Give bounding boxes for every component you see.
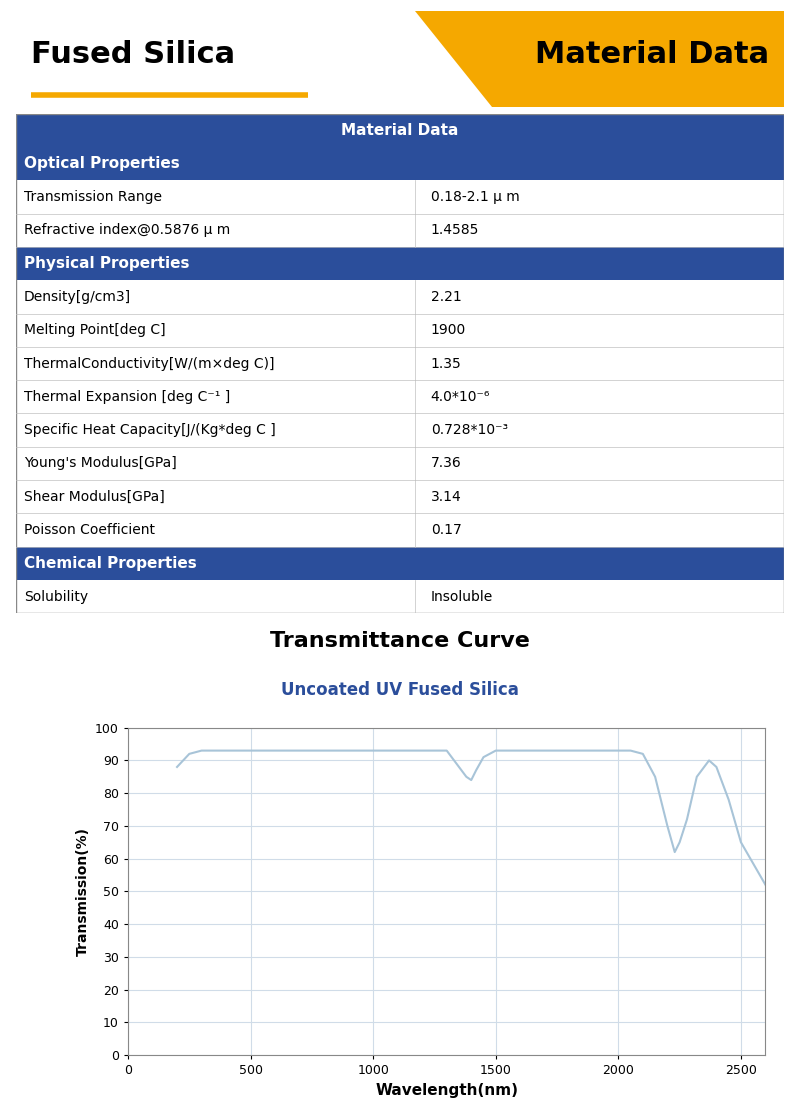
FancyBboxPatch shape bbox=[16, 147, 784, 180]
Text: ThermalConductivity[W/(m×deg C)]: ThermalConductivity[W/(m×deg C)] bbox=[24, 356, 274, 370]
Text: 1.35: 1.35 bbox=[430, 356, 462, 370]
Text: 7.36: 7.36 bbox=[430, 456, 462, 470]
Text: Insoluble: Insoluble bbox=[430, 590, 493, 603]
Text: Refractive index@0.5876 μ m: Refractive index@0.5876 μ m bbox=[24, 223, 230, 237]
Text: Transmission Range: Transmission Range bbox=[24, 190, 162, 204]
Text: Density[g/cm3]: Density[g/cm3] bbox=[24, 290, 131, 304]
FancyBboxPatch shape bbox=[16, 347, 784, 380]
Text: Specific Heat Capacity[J/(Kg*deg C ]: Specific Heat Capacity[J/(Kg*deg C ] bbox=[24, 423, 275, 437]
Text: Fused Silica: Fused Silica bbox=[31, 40, 235, 68]
FancyBboxPatch shape bbox=[16, 546, 784, 580]
Text: Chemical Properties: Chemical Properties bbox=[24, 556, 197, 570]
Text: Shear Modulus[GPa]: Shear Modulus[GPa] bbox=[24, 490, 165, 503]
FancyBboxPatch shape bbox=[16, 213, 784, 247]
FancyBboxPatch shape bbox=[16, 447, 784, 480]
Polygon shape bbox=[415, 11, 784, 107]
Text: 2.21: 2.21 bbox=[430, 290, 462, 304]
FancyBboxPatch shape bbox=[16, 180, 784, 213]
Text: 0.18-2.1 μ m: 0.18-2.1 μ m bbox=[430, 190, 519, 204]
FancyBboxPatch shape bbox=[16, 580, 784, 613]
FancyBboxPatch shape bbox=[16, 313, 784, 347]
Text: Uncoated UV Fused Silica: Uncoated UV Fused Silica bbox=[281, 680, 519, 699]
FancyBboxPatch shape bbox=[16, 113, 784, 147]
Text: Optical Properties: Optical Properties bbox=[24, 156, 179, 171]
Text: Material Data: Material Data bbox=[534, 40, 769, 68]
Text: Poisson Coefficient: Poisson Coefficient bbox=[24, 523, 154, 537]
Text: Physical Properties: Physical Properties bbox=[24, 256, 189, 271]
Text: Transmittance Curve: Transmittance Curve bbox=[270, 631, 530, 652]
FancyBboxPatch shape bbox=[16, 247, 784, 280]
FancyBboxPatch shape bbox=[16, 513, 784, 546]
Text: 1.4585: 1.4585 bbox=[430, 223, 479, 237]
FancyBboxPatch shape bbox=[16, 413, 784, 447]
X-axis label: Wavelength(nm): Wavelength(nm) bbox=[375, 1083, 518, 1098]
Text: 0.17: 0.17 bbox=[430, 523, 462, 537]
Text: 3.14: 3.14 bbox=[430, 490, 462, 503]
Y-axis label: Transmission(%): Transmission(%) bbox=[75, 826, 90, 956]
Text: Melting Point[deg C]: Melting Point[deg C] bbox=[24, 323, 166, 337]
FancyBboxPatch shape bbox=[16, 280, 784, 313]
FancyBboxPatch shape bbox=[16, 380, 784, 413]
Text: Young's Modulus[GPa]: Young's Modulus[GPa] bbox=[24, 456, 177, 470]
Text: Thermal Expansion [deg C⁻¹ ]: Thermal Expansion [deg C⁻¹ ] bbox=[24, 390, 230, 403]
Text: Solubility: Solubility bbox=[24, 590, 88, 603]
Text: 1900: 1900 bbox=[430, 323, 466, 337]
Text: Material Data: Material Data bbox=[342, 123, 458, 137]
Text: 4.0*10⁻⁶: 4.0*10⁻⁶ bbox=[430, 390, 490, 403]
FancyBboxPatch shape bbox=[16, 480, 784, 513]
Text: 0.728*10⁻³: 0.728*10⁻³ bbox=[430, 423, 508, 437]
